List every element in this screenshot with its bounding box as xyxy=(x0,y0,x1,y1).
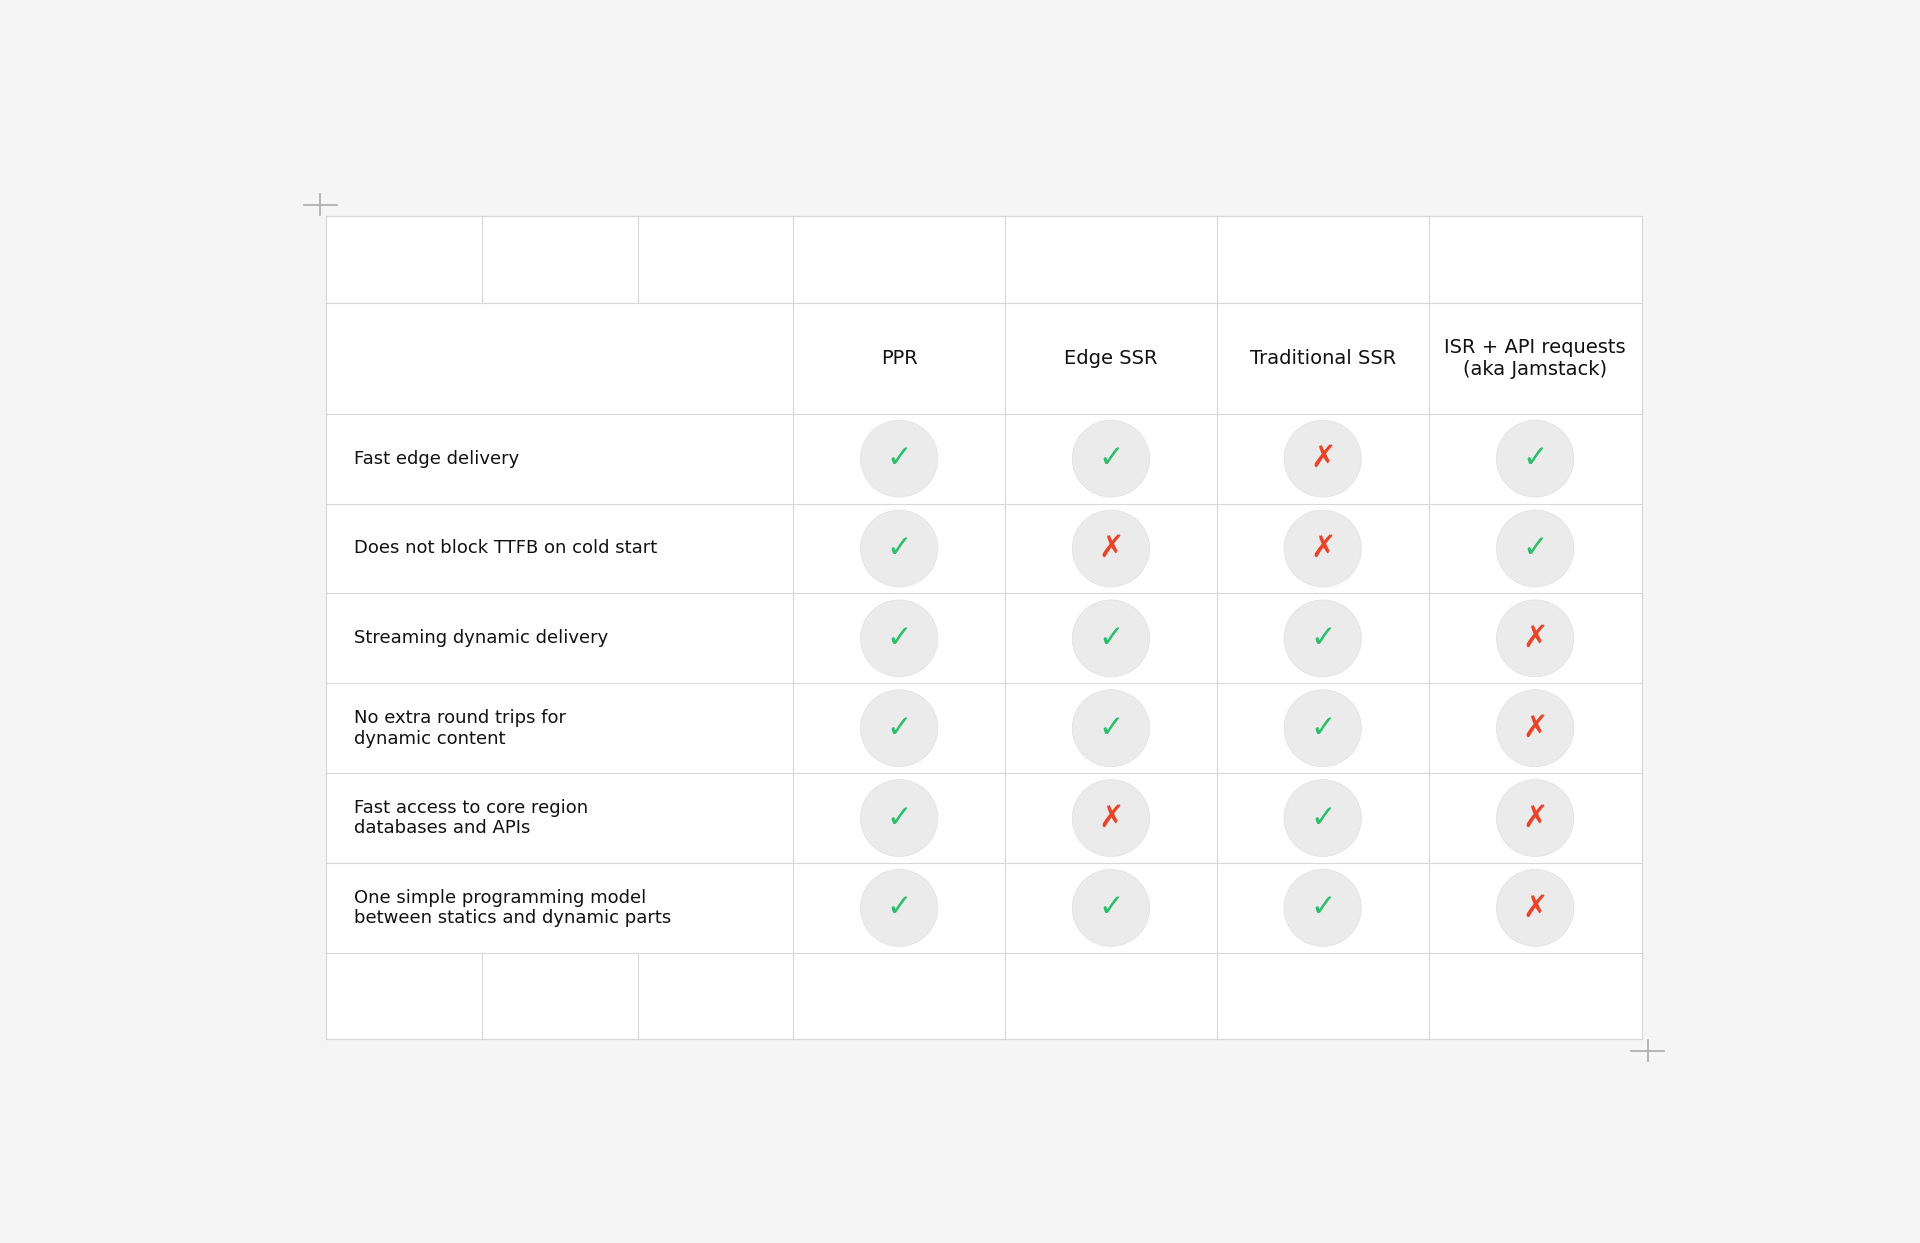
Ellipse shape xyxy=(1284,510,1361,587)
Text: ✓: ✓ xyxy=(1098,713,1123,743)
Text: ✗: ✗ xyxy=(1309,534,1336,563)
Text: ✓: ✓ xyxy=(1098,624,1123,653)
Ellipse shape xyxy=(1284,690,1361,767)
Ellipse shape xyxy=(860,600,937,676)
Ellipse shape xyxy=(1284,870,1361,946)
Bar xyxy=(326,216,1642,1039)
Ellipse shape xyxy=(860,870,937,946)
Text: ✓: ✓ xyxy=(887,444,912,474)
Text: ✓: ✓ xyxy=(1309,624,1336,653)
Text: ✓: ✓ xyxy=(1098,444,1123,474)
Ellipse shape xyxy=(860,690,937,767)
Text: ✗: ✗ xyxy=(1098,534,1123,563)
Text: ✓: ✓ xyxy=(887,803,912,833)
Text: ✗: ✗ xyxy=(1523,624,1548,653)
Ellipse shape xyxy=(1496,779,1574,856)
Text: ✓: ✓ xyxy=(1309,803,1336,833)
Ellipse shape xyxy=(1496,690,1574,767)
Ellipse shape xyxy=(1284,779,1361,856)
Ellipse shape xyxy=(860,420,937,497)
Ellipse shape xyxy=(1071,600,1150,676)
Text: Streaming dynamic delivery: Streaming dynamic delivery xyxy=(355,629,609,648)
Text: Does not block TTFB on cold start: Does not block TTFB on cold start xyxy=(355,539,657,558)
Ellipse shape xyxy=(1071,690,1150,767)
Text: Fast edge delivery: Fast edge delivery xyxy=(355,450,520,467)
Text: One simple programming model
between statics and dynamic parts: One simple programming model between sta… xyxy=(355,889,672,927)
Ellipse shape xyxy=(1284,420,1361,497)
Text: ✓: ✓ xyxy=(1098,894,1123,922)
Ellipse shape xyxy=(1496,420,1574,497)
Ellipse shape xyxy=(1284,600,1361,676)
Ellipse shape xyxy=(1071,510,1150,587)
Ellipse shape xyxy=(860,510,937,587)
Ellipse shape xyxy=(1496,600,1574,676)
Text: PPR: PPR xyxy=(881,348,918,368)
Text: ✓: ✓ xyxy=(887,713,912,743)
Ellipse shape xyxy=(1071,779,1150,856)
Text: Traditional SSR: Traditional SSR xyxy=(1250,348,1396,368)
Text: ISR + API requests
(aka Jamstack): ISR + API requests (aka Jamstack) xyxy=(1444,338,1626,379)
Text: ✗: ✗ xyxy=(1523,894,1548,922)
Ellipse shape xyxy=(860,779,937,856)
Text: Fast access to core region
databases and APIs: Fast access to core region databases and… xyxy=(355,799,588,838)
Text: ✓: ✓ xyxy=(887,534,912,563)
Text: ✓: ✓ xyxy=(887,624,912,653)
Text: ✓: ✓ xyxy=(1309,894,1336,922)
Text: ✗: ✗ xyxy=(1523,803,1548,833)
Text: Edge SSR: Edge SSR xyxy=(1064,348,1158,368)
Text: ✓: ✓ xyxy=(1523,534,1548,563)
Ellipse shape xyxy=(1071,420,1150,497)
Text: ✗: ✗ xyxy=(1098,803,1123,833)
Ellipse shape xyxy=(1071,870,1150,946)
Text: ✓: ✓ xyxy=(1309,713,1336,743)
Text: ✓: ✓ xyxy=(887,894,912,922)
Text: No extra round trips for
dynamic content: No extra round trips for dynamic content xyxy=(355,709,566,747)
Ellipse shape xyxy=(1496,510,1574,587)
Text: ✗: ✗ xyxy=(1309,444,1336,474)
Text: ✓: ✓ xyxy=(1523,444,1548,474)
Ellipse shape xyxy=(1496,870,1574,946)
Text: ✗: ✗ xyxy=(1523,713,1548,743)
